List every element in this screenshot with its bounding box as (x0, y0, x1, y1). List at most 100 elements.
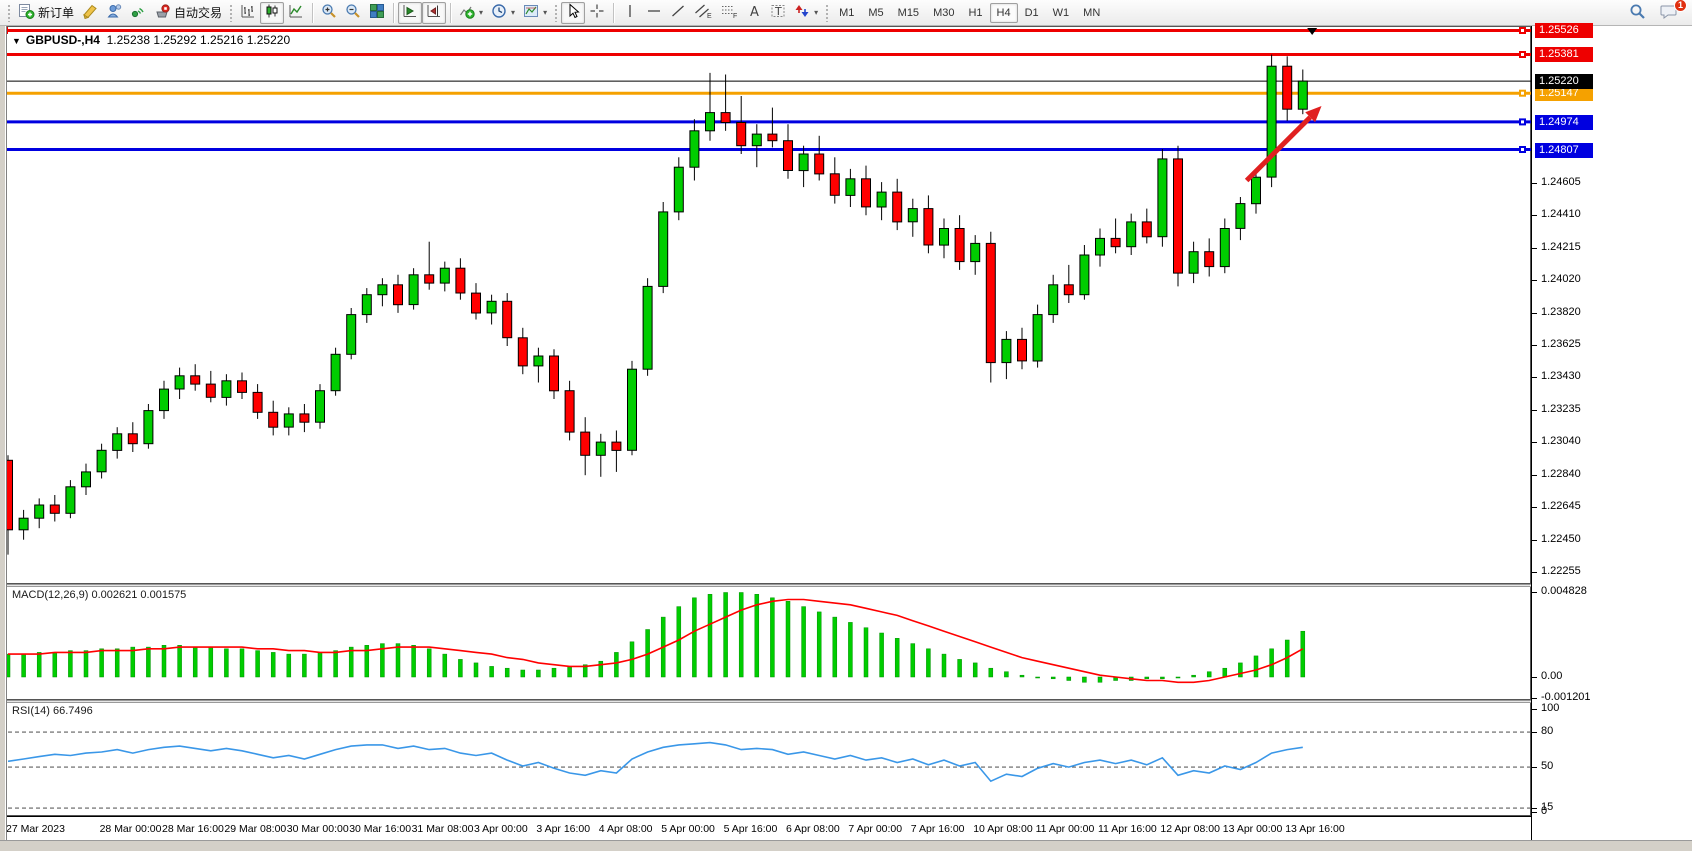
rsi-axis-tick (1532, 767, 1537, 768)
time-label: 30 Mar 16:00 (349, 823, 412, 835)
price-tick-label: 1.23625 (1541, 338, 1581, 350)
panel-splitter[interactable] (0, 700, 1531, 703)
main-toolbar: 新订单 自动交易 (0, 0, 1692, 26)
price-line-badge-1.25381: 1.25381 (1535, 47, 1593, 62)
toolbar-grip[interactable] (229, 3, 234, 22)
macd-chart-canvas[interactable] (0, 586, 1531, 700)
zoom-in-button[interactable] (317, 2, 341, 24)
tile-windows-button[interactable] (365, 2, 389, 24)
autotrading-button[interactable]: 自动交易 (150, 2, 226, 24)
tab-timeframe-d1[interactable]: D1 (1024, 6, 1039, 19)
community-icon (106, 3, 122, 22)
rsi-axis-tick (1532, 812, 1537, 813)
crosshair-button[interactable] (585, 2, 609, 24)
arrows-button[interactable]: ▾ (790, 2, 822, 24)
chart-title: ▼ GBPUSD-,H4 1.25238 1.25292 1.25216 1.25… (12, 33, 290, 47)
svg-text:F: F (733, 13, 737, 19)
line-chart-icon (288, 3, 304, 22)
price-tick-tick (1532, 442, 1537, 443)
line-chart-button[interactable] (284, 2, 308, 24)
periods-button[interactable]: ▾ (487, 2, 519, 24)
tab-timeframe-h4[interactable]: H4 (989, 2, 1018, 23)
toolbar-separator (613, 2, 615, 23)
auto-scroll-button[interactable] (398, 1, 423, 24)
price-axis[interactable]: 1.24605 1.24410 1.24215 1.24020 1.23820 1.236… (1531, 23, 1692, 840)
macd-axis-tick (1532, 677, 1537, 678)
time-label: 13 Apr 00:00 (1222, 823, 1283, 835)
fibonacci-icon: F (720, 3, 738, 22)
toolbar-grip[interactable] (825, 3, 830, 22)
autotrading-icon (154, 3, 171, 22)
tab-timeframe-m30[interactable]: M30 (933, 6, 955, 19)
macd-axis-tick (1532, 698, 1537, 699)
toolbar-separator (450, 2, 452, 23)
rsi-axis-tick (1532, 709, 1537, 710)
svg-text:A: A (750, 5, 759, 19)
equidistant-channel-button[interactable]: E (690, 2, 716, 24)
candlestick-chart-canvas[interactable] (0, 26, 1531, 584)
tab-timeframe-h1[interactable]: H1 (968, 6, 983, 19)
rsi-axis-tick (1532, 808, 1537, 809)
bar-chart-button[interactable] (236, 2, 260, 24)
tab-timeframe-w1[interactable]: W1 (1052, 6, 1070, 19)
horizontal-line-button[interactable] (642, 2, 666, 24)
time-axis[interactable]: 27 Mar 2023 28 Mar 00:00 28 Mar 16:00 29 Ma… (0, 816, 1531, 840)
indicators-icon (459, 3, 475, 22)
vertical-line-button[interactable] (618, 2, 642, 24)
time-label: 7 Apr 00:00 (848, 823, 903, 835)
tab-timeframe-mn[interactable]: MN (1083, 6, 1101, 19)
svg-text:E: E (707, 13, 712, 19)
metaeditor-button[interactable] (78, 2, 102, 24)
macd-label: MACD(12,26,9) 0.002621 0.001575 (12, 589, 187, 601)
tab-timeframe-m15[interactable]: M15 (897, 6, 920, 19)
cursor-button[interactable] (561, 1, 586, 24)
text-icon: A (746, 3, 762, 22)
price-tick-label: 1.23430 (1541, 370, 1581, 382)
search-button[interactable] (1625, 2, 1650, 24)
indicators-button[interactable]: ▾ (455, 2, 487, 24)
bar-chart-icon (240, 3, 256, 22)
candlestick-chart-button[interactable] (260, 1, 285, 24)
rsi-chart-canvas[interactable] (0, 702, 1531, 816)
tile-windows-icon (369, 3, 385, 22)
price-tick-tick (1532, 345, 1537, 346)
svg-text:T: T (774, 5, 782, 18)
templates-button[interactable]: ▾ (519, 2, 551, 24)
tab-timeframe-m1[interactable]: M1 (839, 6, 855, 19)
new-order-label: 新订单 (38, 6, 75, 20)
crosshair-icon (589, 3, 605, 22)
autotrading-label: 自动交易 (174, 6, 223, 20)
templates-icon (523, 3, 539, 22)
trendline-button[interactable] (666, 2, 690, 24)
panel-splitter[interactable] (0, 584, 1531, 587)
chart-shift-button[interactable] (422, 1, 447, 24)
tab-timeframe-m5[interactable]: M5 (868, 6, 884, 19)
price-tick-tick (1532, 280, 1537, 281)
signals-button[interactable] (126, 2, 150, 24)
current-price-badge: 1.25220 (1535, 74, 1593, 89)
chart-dropdown-icon[interactable]: ▼ (12, 36, 21, 46)
community-button[interactable] (102, 2, 126, 24)
time-label: 12 Apr 08:00 (1160, 823, 1220, 835)
macd-panel[interactable]: MACD(12,26,9) 0.002621 0.001575 (0, 586, 1531, 700)
price-tick-label: 1.24410 (1541, 208, 1581, 220)
fibonacci-button[interactable]: F (716, 2, 742, 24)
rsi-panel[interactable]: RSI(14) 66.7496 (0, 702, 1531, 816)
zoom-out-button[interactable] (341, 2, 365, 24)
new-order-button[interactable]: 新订单 (14, 2, 78, 24)
time-label: 29 Mar 08:00 (224, 823, 287, 835)
rsi-axis-label: 100 (1541, 702, 1560, 714)
main-chart-panel[interactable]: ▼ GBPUSD-,H4 1.25238 1.25292 1.25216 1.25… (0, 26, 1531, 584)
dropdown-arrow-icon: ▾ (814, 8, 819, 17)
ohlc-readout: 1.25238 1.25292 1.25216 1.25220 (106, 33, 291, 47)
text-label-button[interactable]: T (766, 2, 790, 24)
text-button[interactable]: A (742, 2, 766, 24)
time-label: 3 Apr 16:00 (536, 823, 591, 835)
toolbar-grip[interactable] (7, 3, 11, 22)
cursor-icon (565, 3, 581, 22)
toolbar-grip[interactable] (554, 3, 559, 22)
chat-button[interactable]: 1 (1656, 0, 1687, 24)
window-bottom-frame (0, 840, 1692, 851)
vertical-line-icon (622, 3, 638, 22)
